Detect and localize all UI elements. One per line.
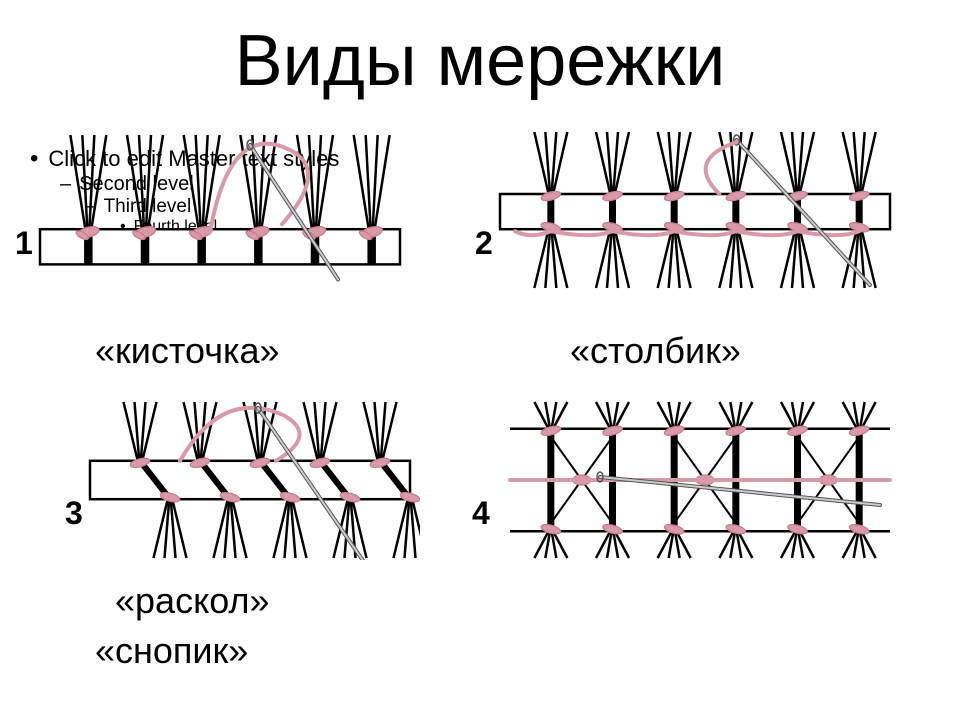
diagram-panel-3: 3: [60, 400, 420, 560]
stitch-diagram-column: [470, 130, 900, 290]
panel-number: 2: [475, 225, 493, 262]
panel-caption: «столбик»: [570, 330, 741, 372]
panel-caption: «раскол»: [115, 580, 269, 622]
stitch-diagram-split: [60, 400, 420, 560]
diagram-panel-4: 4: [500, 400, 900, 560]
slide: Виды мережки Click to edit Master text s…: [0, 0, 960, 720]
panel-number: 1: [15, 225, 33, 262]
page-title: Виды мережки: [0, 20, 960, 102]
stitch-diagram-brush: [10, 130, 410, 290]
diagram-panel-1: 1: [10, 130, 410, 290]
diagram-panel-2: 2: [470, 130, 900, 290]
panel-number: 3: [65, 495, 83, 532]
panel-caption: «кисточка»: [95, 330, 280, 372]
panel-number: 4: [472, 495, 490, 532]
caption-snopik: «снопик»: [95, 630, 248, 672]
stitch-diagram-sheaf: [500, 400, 900, 560]
